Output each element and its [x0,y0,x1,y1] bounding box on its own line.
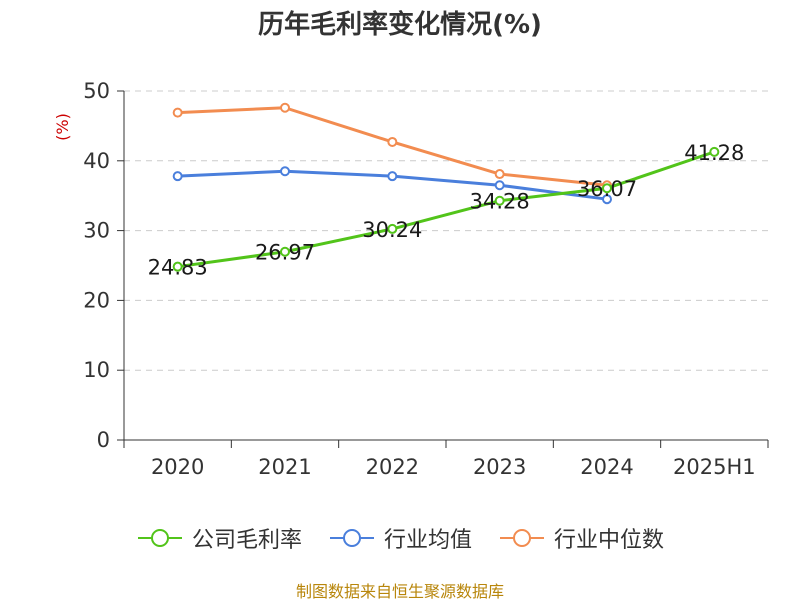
legend-label-industry-mean: 行业均值 [383,528,472,553]
data-point-2 [387,136,398,147]
data-point-1 [494,180,505,191]
data-point-0 [280,246,290,257]
chart-title: 历年毛利率变化情况(%) [258,10,542,40]
data-point-2 [494,169,505,180]
data-point-2 [172,107,183,118]
source-footer: 制图数据来自恒生聚源数据库 [295,582,504,601]
y-tick-label: 0 [97,428,110,452]
data-label: 36.07 [577,177,637,201]
x-tick-label: 2020 [151,455,204,479]
y-tick-label: 10 [83,358,110,382]
y-axis-label: (%) [53,113,72,141]
data-point-0 [709,146,720,157]
data-label: 41.28 [684,141,744,165]
x-tick-label: 2023 [473,455,526,479]
data-label: 30.24 [362,218,422,242]
x-tick-label: 2021 [258,455,311,479]
data-point-2 [280,102,290,113]
data-point-1 [280,166,290,177]
data-point-0 [494,195,505,206]
data-label: 24.83 [148,256,208,280]
legend: 公司毛利率 行业均值 行业中位数 [0,520,800,556]
y-tick-label: 40 [83,149,110,173]
legend-marker-company [137,529,182,547]
data-label: 26.97 [255,241,315,265]
legend-label-industry-median: 行业中位数 [554,528,665,553]
y-tick-label: 20 [83,288,110,312]
x-tick-label: 2024 [580,455,633,479]
series-line-0 [177,150,715,269]
data-point-1 [602,194,612,205]
legend-label-company: 公司毛利率 [191,528,302,553]
legend-marker-industry-mean [329,529,374,547]
data-point-1 [387,171,398,182]
data-point-0 [172,261,183,272]
y-tick-label: 50 [83,79,110,103]
legend-item-industry-median[interactable]: 行业中位数 [498,522,664,554]
legend-marker-industry-median [500,529,544,547]
data-point-0 [387,223,398,234]
x-tick-label: 2025H1 [673,455,756,479]
x-tick-label: 2022 [366,455,419,479]
data-point-0 [602,183,612,194]
legend-item-company[interactable]: 公司毛利率 [136,522,302,554]
data-label: 34.28 [470,190,530,214]
legend-item-industry-mean[interactable]: 行业均值 [328,522,472,554]
y-tick-label: 30 [83,219,110,243]
data-point-1 [172,171,183,182]
